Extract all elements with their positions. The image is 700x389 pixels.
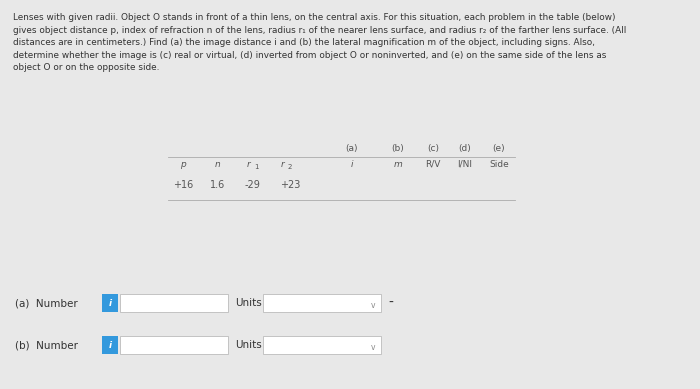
Text: r: r [247, 159, 251, 168]
Text: (b)  Number: (b) Number [15, 340, 78, 350]
FancyBboxPatch shape [120, 294, 228, 312]
Text: r: r [281, 159, 285, 168]
FancyBboxPatch shape [102, 294, 118, 312]
Text: -29: -29 [244, 180, 260, 190]
Text: distances are in centimeters.) Find (a) the image distance i and (b) the lateral: distances are in centimeters.) Find (a) … [13, 38, 595, 47]
Text: 1.6: 1.6 [211, 180, 225, 190]
Text: gives object distance p, index of refraction n of the lens, radius r₁ of the nea: gives object distance p, index of refrac… [13, 26, 626, 35]
Text: 1: 1 [253, 164, 258, 170]
FancyBboxPatch shape [120, 336, 228, 354]
Text: i: i [108, 298, 111, 307]
Text: +23: +23 [280, 180, 300, 190]
FancyBboxPatch shape [263, 336, 381, 354]
Text: i: i [351, 159, 354, 168]
Text: (e): (e) [493, 144, 505, 152]
Text: -: - [388, 296, 393, 310]
Text: I/NI: I/NI [458, 159, 472, 168]
Text: (a)  Number: (a) Number [15, 298, 78, 308]
Text: (a): (a) [346, 144, 358, 152]
Text: R/V: R/V [426, 159, 441, 168]
Text: object O or on the opposite side.: object O or on the opposite side. [13, 63, 160, 72]
Text: Units: Units [235, 340, 262, 350]
Text: Side: Side [489, 159, 509, 168]
Text: (b): (b) [391, 144, 405, 152]
FancyBboxPatch shape [263, 294, 381, 312]
Text: 2: 2 [288, 164, 292, 170]
Text: p: p [180, 159, 186, 168]
Text: m: m [393, 159, 402, 168]
Text: i: i [108, 340, 111, 349]
Text: Lenses with given radii. Object O stands in front of a thin lens, on the central: Lenses with given radii. Object O stands… [13, 13, 615, 22]
Text: Units: Units [235, 298, 262, 308]
Text: n: n [215, 159, 221, 168]
Text: determine whether the image is (c) real or virtual, (d) inverted from object O o: determine whether the image is (c) real … [13, 51, 606, 60]
Text: (d): (d) [458, 144, 471, 152]
Text: (c): (c) [427, 144, 439, 152]
FancyBboxPatch shape [102, 336, 118, 354]
Text: v: v [371, 342, 375, 352]
Text: +16: +16 [173, 180, 193, 190]
Text: v: v [371, 300, 375, 310]
